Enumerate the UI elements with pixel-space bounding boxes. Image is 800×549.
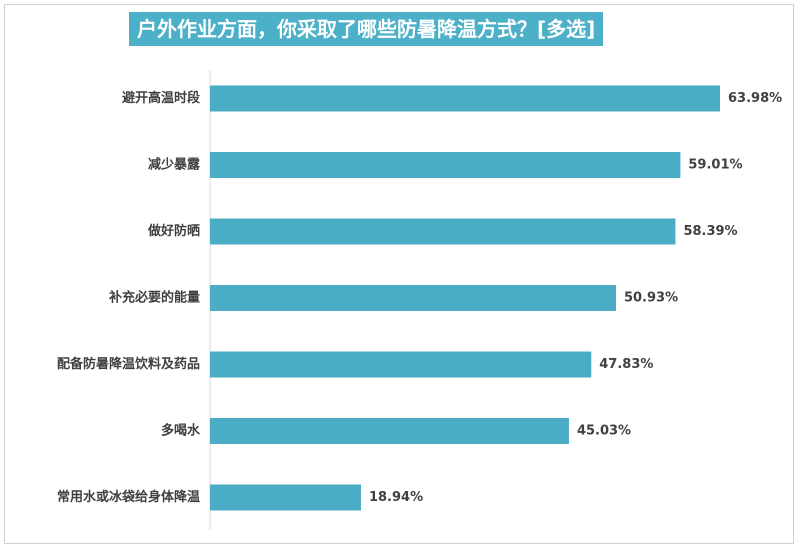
- value-label-5: 47.83%: [599, 357, 653, 372]
- bar-5: [210, 351, 592, 378]
- category-label-7: 常用水或冰袋给身体降温: [57, 489, 200, 505]
- value-label-1: 63.98%: [728, 91, 782, 106]
- bars-group: [210, 85, 720, 511]
- value-label-3: 58.39%: [683, 224, 737, 239]
- value-label-7: 18.94%: [369, 490, 423, 505]
- category-label-6: 多喝水: [161, 423, 201, 439]
- bar-6: [210, 418, 569, 444]
- bar-3: [210, 218, 676, 245]
- value-label-6: 45.03%: [577, 424, 631, 439]
- category-label-3: 做好防晒: [147, 223, 200, 239]
- bar-1: [210, 85, 720, 112]
- category-labels-group: 避开高温时段减少暴露做好防晒补充必要的能量配备防暑降温饮料及药品多喝水常用水或冰…: [57, 90, 201, 505]
- bar-2: [210, 152, 681, 178]
- category-label-4: 补充必要的能量: [108, 290, 200, 306]
- bar-7: [210, 484, 361, 511]
- chart-title: 户外作业方面，你采取了哪些防暑降温方式？[多选]: [129, 12, 604, 46]
- category-label-2: 减少暴露: [148, 157, 201, 173]
- category-label-1: 避开高温时段: [122, 90, 200, 106]
- category-label-5: 配备防暑降温饮料及药品: [57, 356, 200, 372]
- value-label-2: 59.01%: [688, 158, 742, 173]
- bar-4: [210, 285, 616, 311]
- value-label-4: 50.93%: [624, 291, 678, 306]
- value-labels-group: 63.98% 59.01% 58.39% 50.93% 47.83% 45.03% 18.9…: [369, 91, 782, 505]
